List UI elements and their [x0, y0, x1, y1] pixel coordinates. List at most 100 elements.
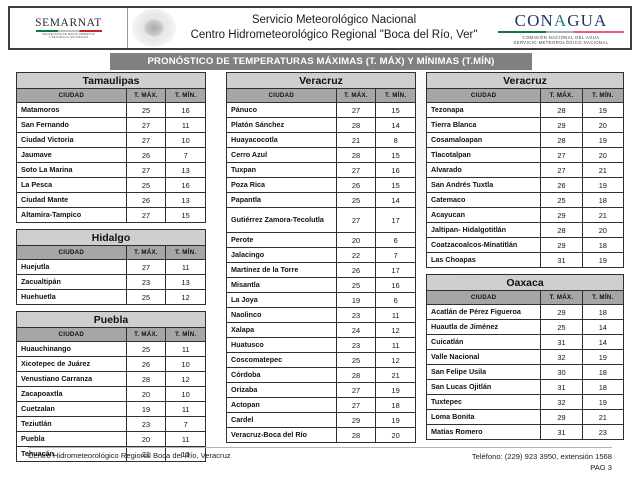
tmin-value-cell: 19 [581, 177, 625, 193]
tmin-value-cell: 18 [581, 364, 625, 380]
tmin-value-cell: 14 [375, 192, 416, 208]
city-name-cell: Tezonapa [425, 102, 542, 118]
city-name-cell: La Pesca [16, 177, 127, 193]
tmin-value-cell: 18 [581, 237, 625, 253]
table-row: Xalapa 24 12 [226, 322, 416, 338]
city-name-cell: Cosamaloapan [425, 132, 542, 148]
table-row: Tuxpan 27 16 [226, 162, 416, 178]
tmin-value-cell: 19 [581, 349, 625, 365]
table-row: Misantla 25 16 [226, 277, 416, 293]
tmax-value-cell: 27 [125, 162, 167, 178]
column-header-row: CIUDAD T. MÁX. T. MÍN. [16, 327, 206, 342]
tmax-column-header: T. MÁX. [540, 290, 583, 305]
tmax-value-cell: 26 [125, 147, 167, 163]
city-name-cell: Loma Bonita [425, 409, 542, 425]
semarnat-subtitle-line1: SECRETARÍA DE MEDIO AMBIENTE [42, 31, 95, 36]
city-name-cell: Ciudad Mante [16, 192, 127, 208]
city-name-cell: Jalacingo [226, 247, 337, 263]
city-name-cell: Perote [226, 232, 337, 248]
city-name-cell: Zacualtipán [16, 274, 127, 290]
table-row: Zacapoaxtla 20 10 [16, 386, 206, 402]
tmin-column-header: T. MÍN. [165, 245, 206, 260]
tmin-value-cell: 19 [375, 412, 416, 428]
tmax-value-cell: 27 [335, 382, 377, 398]
table-row: Xicotepec de Juárez 26 10 [16, 356, 206, 372]
tmin-value-cell: 20 [581, 117, 625, 133]
forecast-table: Veracruz CIUDAD T. MÁX. T. MÍN. Pánuco 27 15 Pl… [226, 72, 416, 443]
tmax-value-cell: 31 [540, 252, 583, 268]
tmin-value-cell: 19 [581, 252, 625, 268]
tmax-value-cell: 27 [540, 162, 583, 178]
tmin-column-header: T. MÍN. [165, 88, 206, 103]
tmax-value-cell: 28 [540, 222, 583, 238]
city-column-header: CIUDAD [226, 88, 337, 103]
footer-page-number: PAG 3 [590, 463, 612, 472]
tmax-value-cell: 26 [335, 262, 377, 278]
city-name-cell: La Joya [226, 292, 337, 308]
table-row: Cuicatlán 31 14 [425, 334, 625, 350]
city-column-header: CIUDAD [16, 245, 127, 260]
table-row: Papantla 25 14 [226, 192, 416, 208]
table-row: Venustiano Carranza 28 12 [16, 371, 206, 387]
tmax-value-cell: 28 [335, 117, 377, 133]
footer-contact-group: Teléfono: (229) 923 3950, extensión 1568… [472, 451, 612, 473]
tmin-value-cell: 19 [375, 382, 416, 398]
table-row: La Pesca 25 16 [16, 177, 206, 193]
table-row: Loma Bonita 29 21 [425, 409, 625, 425]
forecast-table: Puebla CIUDAD T. MÁX. T. MÍN. Huauchinango 25… [16, 311, 206, 462]
conagua-wordmark-accent: A [553, 11, 568, 30]
tmin-value-cell: 23 [581, 424, 625, 440]
tmin-value-cell: 18 [375, 397, 416, 413]
tmin-column-header: T. MÍN. [581, 88, 625, 103]
city-name-cell: Huejutla [16, 259, 127, 275]
tmin-value-cell: 21 [581, 207, 625, 223]
tmin-value-cell: 12 [165, 289, 206, 305]
state-header-row: Oaxaca [426, 274, 624, 291]
tmin-column-header: T. MÍN. [375, 88, 416, 103]
tmax-value-cell: 27 [335, 162, 377, 178]
table-row: Matías Romero 31 23 [425, 424, 625, 440]
tmin-value-cell: 11 [165, 259, 206, 275]
table-row: Puebla 20 11 [16, 431, 206, 447]
tmin-value-cell: 21 [581, 409, 625, 425]
city-name-cell: Acayucan [425, 207, 542, 223]
city-name-cell: Veracruz-Boca del Río [226, 427, 337, 443]
tmin-value-cell: 11 [165, 341, 206, 357]
conagua-wordmark: CONAGUA [515, 11, 608, 30]
city-name-cell: Jaltipan- Hidalgotitlán [425, 222, 542, 238]
city-name-cell: Xicotepec de Juárez [16, 356, 127, 372]
tmax-value-cell: 31 [540, 334, 583, 350]
tmax-value-cell: 27 [125, 132, 167, 148]
city-column-header: CIUDAD [16, 88, 127, 103]
city-column-header: CIUDAD [425, 290, 542, 305]
tmax-value-cell: 30 [540, 364, 583, 380]
tmax-value-cell: 23 [125, 274, 167, 290]
state-header-row: Puebla [16, 311, 206, 328]
city-name-cell: San Andrés Tuxtla [425, 177, 542, 193]
city-name-cell: Coscomatepec [226, 352, 337, 368]
tmin-value-cell: 6 [375, 292, 416, 308]
table-row: San Lucas Ojitlán 31 18 [425, 379, 625, 395]
tmax-value-cell: 25 [335, 192, 377, 208]
tmax-value-cell: 32 [540, 349, 583, 365]
semarnat-subtitle-line2: Y RECURSOS NATURALES [48, 35, 89, 39]
tmax-column-header: T. MÁX. [125, 327, 167, 342]
table-row: Actopan 27 18 [226, 397, 416, 413]
city-name-cell: Teziutlán [16, 416, 127, 432]
forecast-table: Hidalgo CIUDAD T. MÁX. T. MÍN. Huejutla 27 11 Z… [16, 229, 206, 305]
tmin-value-cell: 14 [581, 334, 625, 350]
table-row: Huautla de Jiménez 25 14 [425, 319, 625, 335]
table-row: Córdoba 28 21 [226, 367, 416, 383]
tmax-value-cell: 25 [125, 341, 167, 357]
city-name-cell: Naolinco [226, 307, 337, 323]
state-header-row: Hidalgo [16, 229, 206, 246]
table-row: Naolinco 23 11 [226, 307, 416, 323]
tmax-value-cell: 21 [335, 132, 377, 148]
city-column-header: CIUDAD [425, 88, 542, 103]
table-row: Huauchinango 25 11 [16, 341, 206, 357]
city-name-cell: Misantla [226, 277, 337, 293]
tmax-value-cell: 20 [125, 386, 167, 402]
table-row: Alvarado 27 21 [425, 162, 625, 178]
city-name-cell: Las Choapas [425, 252, 542, 268]
tmax-value-cell: 20 [335, 232, 377, 248]
